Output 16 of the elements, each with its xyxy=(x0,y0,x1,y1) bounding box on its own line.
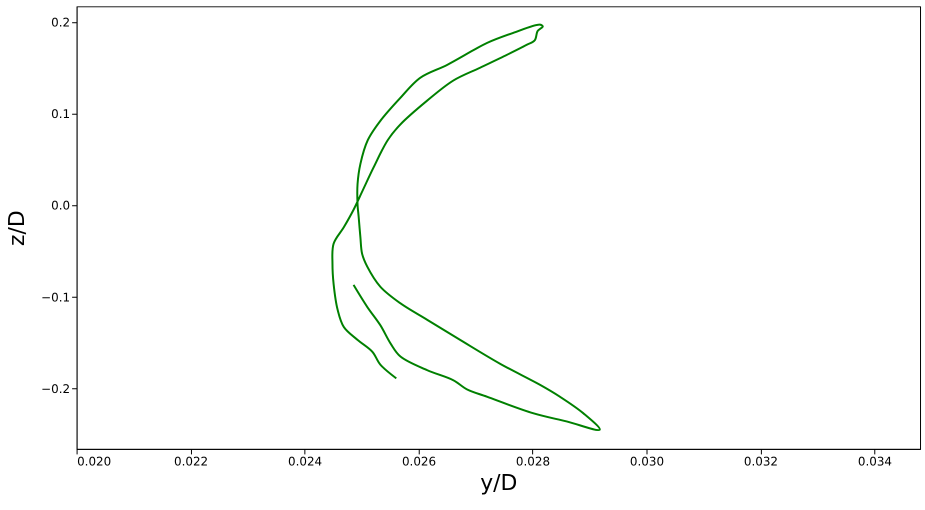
x-tick-label: 0.028 xyxy=(516,454,550,468)
y-tick-label: 0.0 xyxy=(51,198,70,213)
y-tick-label: −0.1 xyxy=(41,290,70,304)
x-tick-label: 0.026 xyxy=(402,454,436,468)
x-axis-title: y/D xyxy=(480,471,518,496)
y-tick-label: −0.2 xyxy=(41,382,70,396)
x-tick-label: 0.030 xyxy=(630,454,664,468)
x-tick-label: 0.032 xyxy=(744,454,778,468)
line-series xyxy=(331,24,601,431)
y-tick-label: 0.1 xyxy=(51,107,70,122)
x-tick-label: 0.034 xyxy=(858,454,892,468)
x-tick-label: 0.020 xyxy=(77,454,112,468)
y-tick-label: 0.2 xyxy=(51,15,70,30)
x-tick-label: 0.022 xyxy=(174,454,208,468)
y-axis-title: z/D xyxy=(5,210,30,246)
x-tick-label: 0.024 xyxy=(288,454,322,468)
